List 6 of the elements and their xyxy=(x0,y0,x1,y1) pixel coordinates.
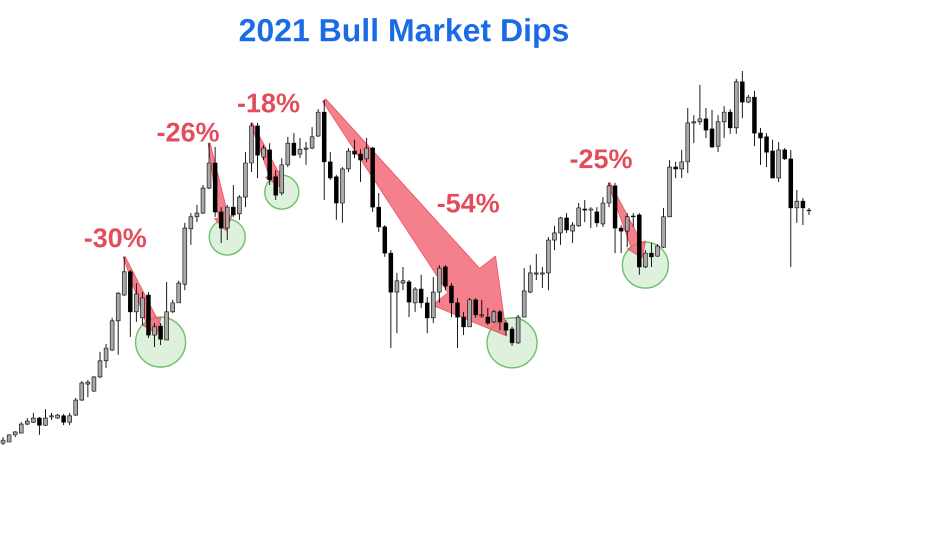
annotation: -54% xyxy=(438,194,499,213)
annotation: -25% xyxy=(570,149,632,168)
annotation: -26% xyxy=(158,122,219,142)
annotation: -30% xyxy=(84,228,146,248)
chart-title: 2021 Bull Market Dips xyxy=(240,18,568,48)
annotation: -18% xyxy=(238,93,300,113)
